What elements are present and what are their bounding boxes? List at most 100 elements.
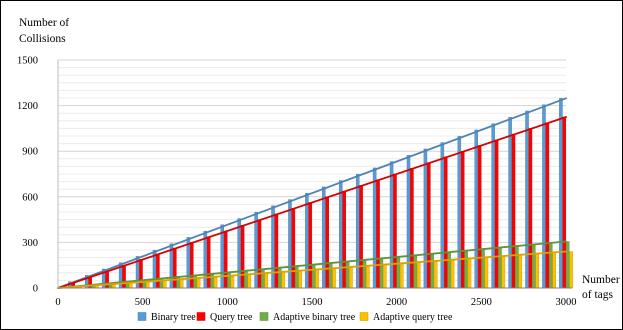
bar-query-tree (291, 207, 296, 289)
bar-binary-tree (339, 180, 343, 289)
bar-adaptive-binary-tree (515, 245, 519, 289)
bar-query-tree (511, 133, 516, 289)
bar-adaptive-query-tree (230, 275, 235, 289)
bar-adaptive-query-tree (433, 261, 438, 289)
bar-binary-tree (305, 192, 309, 289)
trend-lines (57, 97, 567, 289)
bar-adaptive-binary-tree (430, 253, 434, 289)
bar-adaptive-query-tree (535, 253, 539, 289)
bar-binary-tree (254, 211, 258, 289)
bar-adaptive-binary-tree (261, 269, 265, 289)
axes (57, 60, 572, 289)
bar-adaptive-binary-tree (413, 255, 418, 289)
x-tick-label: 1500 (302, 297, 323, 308)
legend-swatch (196, 312, 206, 321)
bar-adaptive-query-tree (569, 251, 573, 289)
bar-query-tree (528, 128, 533, 289)
bar-query-tree (342, 190, 346, 289)
bar-query-tree (223, 230, 228, 289)
x-tick-label: 2000 (386, 297, 407, 308)
bar-adaptive-query-tree (366, 265, 370, 289)
bar-adaptive-query-tree (383, 264, 387, 289)
x-tick-label: 500 (135, 297, 151, 308)
bar-query-tree (274, 213, 279, 289)
bar-query-tree (393, 173, 397, 289)
bar-adaptive-query-tree (162, 280, 167, 289)
trend-line-adaptive-binary-tree (57, 240, 567, 289)
bar-query-tree (562, 116, 567, 289)
bar-adaptive-binary-tree (328, 263, 333, 289)
x-axis-title: Number (582, 274, 620, 286)
bar-query-tree (173, 247, 177, 289)
bar-binary-tree (508, 117, 512, 289)
y-tick-label: 300 (22, 238, 38, 249)
bar-binary-tree (491, 123, 495, 289)
legend: Binary tree Query tree Adaptive binary tre… (137, 312, 453, 323)
bar-adaptive-binary-tree (498, 247, 502, 289)
x-axis-title: of tags (582, 289, 614, 301)
bar-binary-tree (423, 148, 428, 289)
bar-binary-tree (271, 205, 275, 289)
bar-adaptive-query-tree (315, 269, 319, 289)
bar-adaptive-query-tree (416, 262, 421, 289)
bar-adaptive-query-tree (349, 267, 353, 289)
bar-query-tree (156, 253, 160, 289)
bar-binary-tree (525, 110, 529, 289)
bar-adaptive-query-tree (484, 257, 489, 289)
bar-query-tree (359, 185, 363, 289)
bar-query-tree (308, 202, 313, 289)
legend-swatch (359, 312, 369, 321)
legend-label: Query tree (210, 312, 253, 323)
bar-adaptive-query-tree (298, 270, 302, 289)
bar-binary-tree (542, 104, 546, 289)
y-tick-label: 0 (33, 284, 38, 295)
bar-adaptive-query-tree (332, 268, 336, 289)
legend-label: Adaptive query tree (373, 312, 453, 323)
bar-adaptive-binary-tree (362, 259, 367, 289)
bar-binary-tree (406, 155, 411, 289)
bar-adaptive-binary-tree (481, 249, 485, 289)
axis-titles: Number of Collisions Number of tags (19, 17, 620, 301)
bar-query-tree (139, 259, 143, 289)
bar-adaptive-binary-tree (565, 241, 570, 289)
bar-query-tree (444, 156, 448, 289)
bar-adaptive-binary-tree (311, 264, 316, 289)
x-tick-labels: 0 500 1000 1500 2000 2500 3000 (55, 297, 576, 308)
bar-adaptive-binary-tree (396, 256, 401, 289)
bar-binary-tree (237, 218, 241, 289)
bar-adaptive-query-tree (467, 258, 472, 289)
y-axis-title: Number of (19, 17, 69, 29)
bar-query-tree (460, 150, 465, 289)
bar-binary-tree (372, 167, 377, 289)
bar-binary-tree (220, 224, 224, 289)
trend-line-adaptive-query-tree (57, 250, 567, 289)
bar-adaptive-query-tree (450, 259, 455, 289)
bar-query-tree (376, 179, 380, 289)
bar-adaptive-query-tree (146, 281, 150, 289)
y-tick-label: 900 (22, 147, 38, 158)
bar-query-tree (206, 236, 211, 289)
x-tick-label: 2500 (471, 297, 492, 308)
y-axis-title: Collisions (19, 33, 66, 45)
bar-binary-tree (389, 161, 394, 289)
bar-binary-tree (355, 173, 360, 289)
bar-adaptive-query-tree (129, 282, 133, 289)
bar-adaptive-query-tree (179, 279, 184, 289)
bar-adaptive-query-tree (400, 263, 404, 289)
trend-line-binary-tree (57, 97, 567, 289)
legend-swatch (259, 312, 269, 321)
x-tick-label: 3000 (556, 297, 577, 308)
bar-adaptive-query-tree (501, 256, 506, 289)
bar-query-tree (257, 219, 262, 289)
bar-binary-tree (559, 98, 563, 289)
bar-adaptive-binary-tree (295, 266, 299, 289)
bar-binary-tree (322, 186, 326, 289)
legend-label: Binary tree (151, 312, 196, 323)
bar-query-tree (494, 139, 499, 289)
bar-adaptive-query-tree (196, 278, 201, 289)
y-tick-label: 1200 (17, 101, 38, 112)
bar-query-tree (240, 225, 245, 289)
y-tick-label: 600 (22, 192, 38, 203)
bar-adaptive-query-tree (213, 276, 218, 289)
